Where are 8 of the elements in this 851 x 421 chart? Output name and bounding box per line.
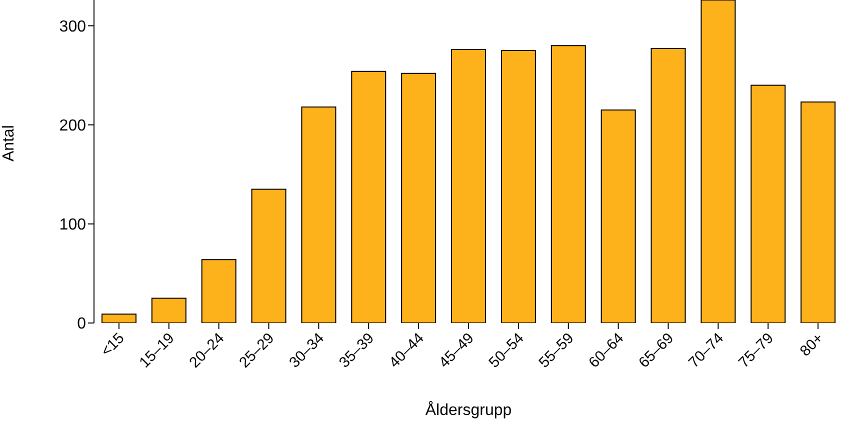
y-axis-title: Antal bbox=[0, 125, 18, 162]
x-tick-label: 80+ bbox=[796, 330, 828, 360]
y-tick-label: 200 bbox=[59, 118, 86, 135]
y-tick-label: 0 bbox=[77, 316, 86, 333]
x-axis-title: Åldersgrupp bbox=[425, 401, 512, 419]
x-tick-label: <15 bbox=[98, 330, 128, 360]
y-tick-label: 300 bbox=[59, 18, 86, 36]
y-tick-label: 100 bbox=[59, 216, 86, 234]
